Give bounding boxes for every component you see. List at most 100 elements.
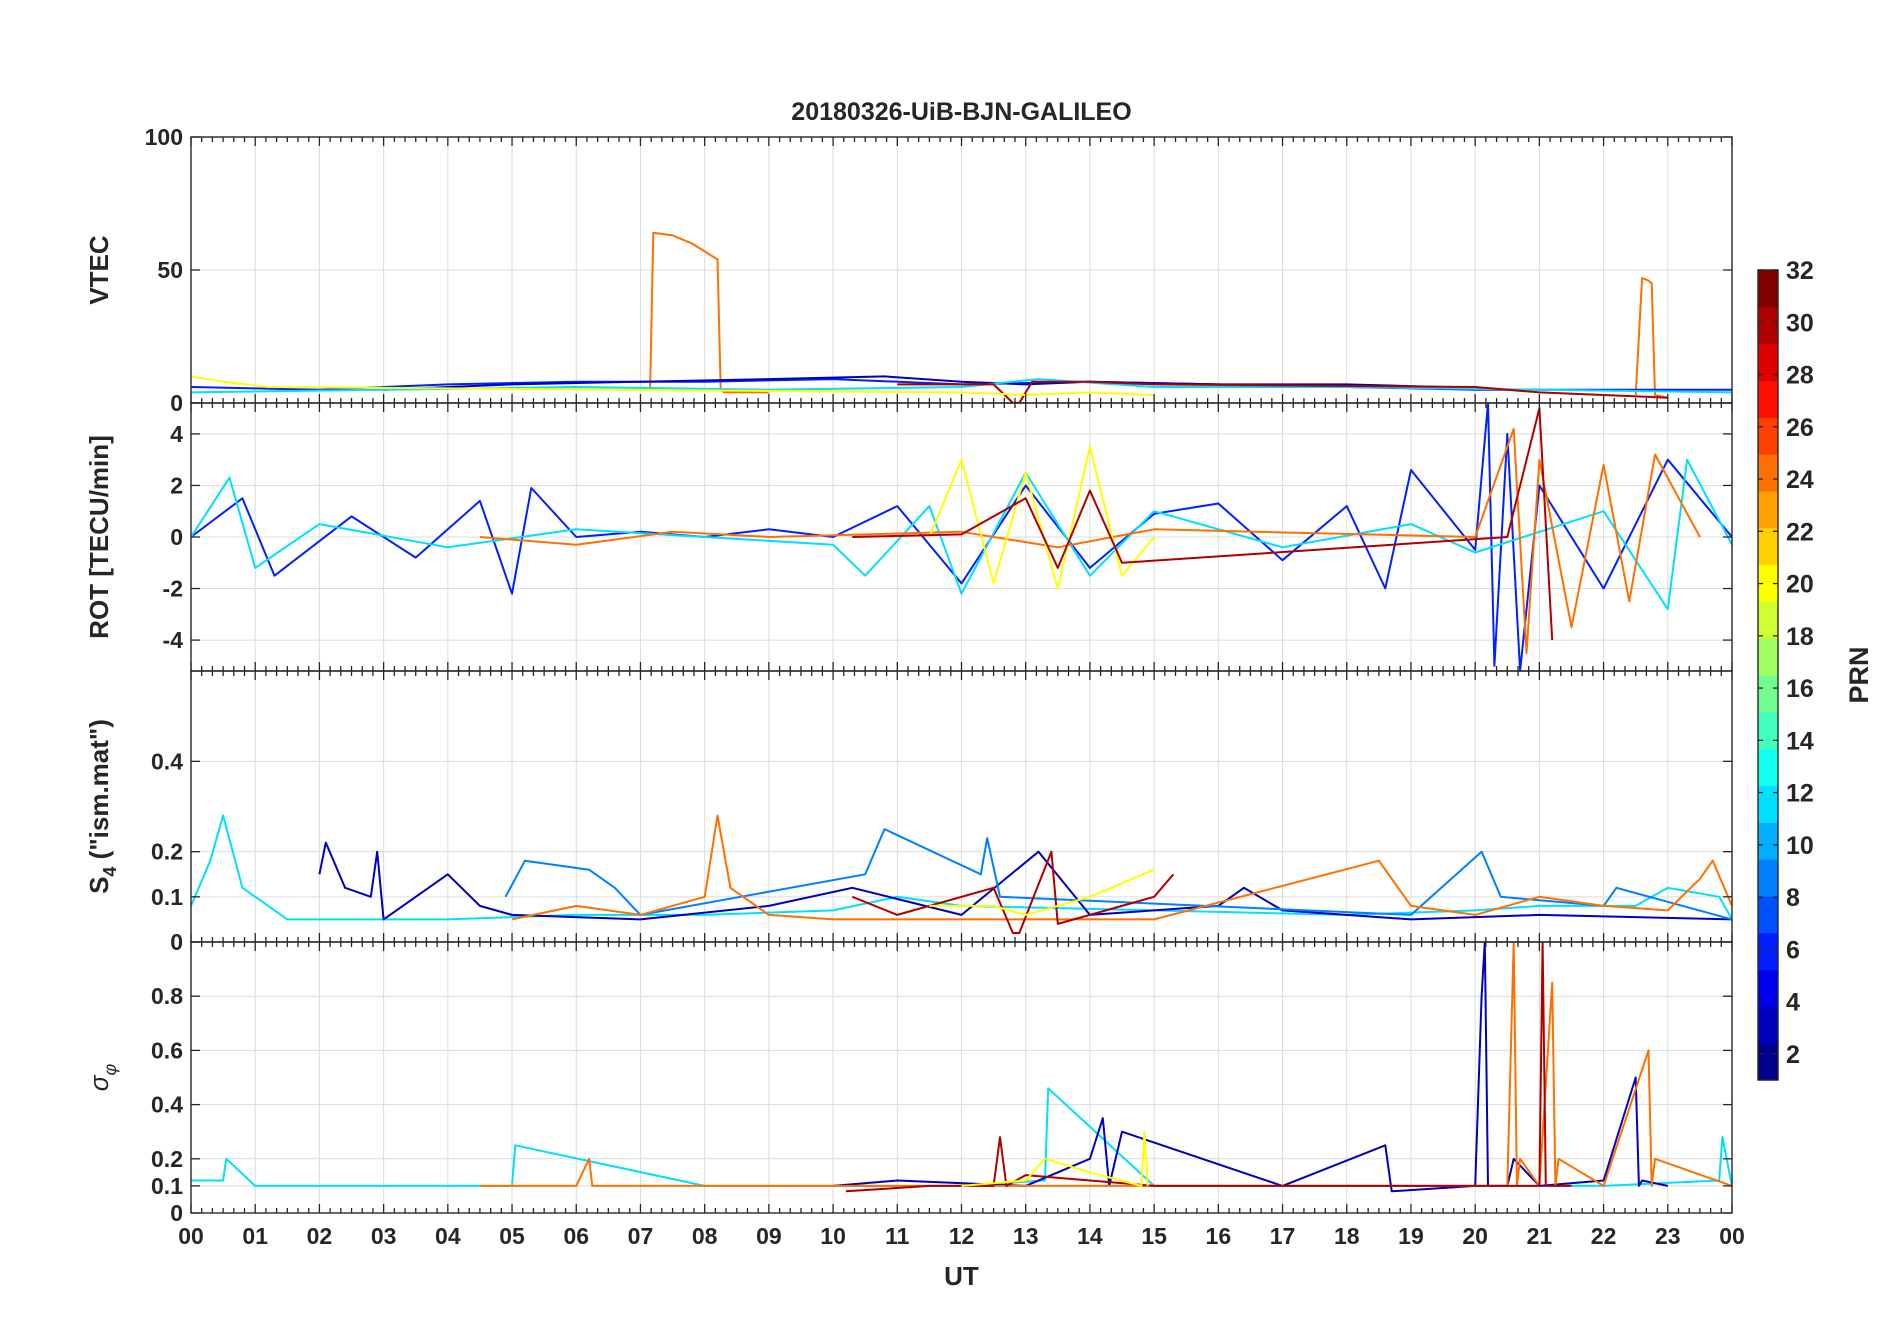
x-tick-label: 12	[949, 1223, 975, 1249]
sigma-series-prn30-3	[845, 942, 1572, 1193]
x-tick-label: 19	[1398, 1223, 1424, 1249]
colorbar-segment	[1758, 859, 1778, 897]
x-tick-label: 08	[692, 1223, 718, 1249]
x-tick-label: 18	[1334, 1223, 1360, 1249]
x-tick-label: 21	[1527, 1223, 1553, 1249]
rot-series-prn20-3	[928, 445, 1155, 590]
colorbar-tick-label: 30	[1786, 309, 1814, 337]
sigma-y-tick-label: 0.2	[151, 1146, 183, 1172]
vtec-y-tick-label: 100	[145, 124, 183, 150]
colorbar-tick-label: 16	[1786, 675, 1814, 703]
colorbar-segment	[1758, 969, 1778, 1007]
colorbar-segment	[1758, 822, 1778, 860]
vtec-y-tick-label: 0	[170, 390, 183, 416]
sigma-y-tick-label: 0.4	[151, 1092, 183, 1118]
colorbar-segment	[1758, 1006, 1778, 1044]
x-tick-label: 00	[1719, 1223, 1745, 1249]
x-tick-label: 11	[885, 1223, 910, 1249]
panel-vtec: 0 50 100 VTEC	[84, 124, 1733, 416]
x-tick-label: 06	[563, 1223, 589, 1249]
colorbar-segment	[1758, 490, 1778, 529]
s4-series-prn2-1	[318, 841, 1732, 921]
colorbar-segment	[1758, 270, 1778, 308]
vtec-series-prn20-6	[191, 375, 1155, 396]
panel-s4: 0 0.1 0.2 0.4 S4 ("ism.mat")	[84, 670, 1733, 955]
sigma-y-tick-label: 0.8	[151, 983, 183, 1009]
colorbar-segment	[1758, 306, 1778, 345]
colorbar-tick-label: 32	[1786, 257, 1814, 285]
vtec-series-prn24-1	[1634, 277, 1669, 399]
x-tick-label: 07	[628, 1223, 654, 1249]
colorbar-segment	[1758, 454, 1778, 492]
x-axis-label: UT	[944, 1261, 979, 1291]
x-tick-label: 23	[1655, 1223, 1681, 1249]
colorbar-tick-label: 20	[1786, 571, 1814, 599]
rot-y-tick-label: 2	[170, 472, 183, 498]
colorbar-segment	[1758, 748, 1778, 787]
colorbar-tick-label: 2	[1786, 1041, 1800, 1069]
colorbar-tick-label: 24	[1786, 466, 1814, 494]
x-tick-label: 00	[178, 1223, 204, 1249]
colorbar-frame	[1757, 269, 1779, 1081]
rot-y-axis-label: ROT [TECU/min]	[84, 435, 114, 639]
colorbar-segment	[1758, 527, 1778, 566]
x-tick-label: 03	[371, 1223, 397, 1249]
sigma-series-group	[191, 942, 1732, 1193]
x-tick-label: 13	[1013, 1223, 1039, 1249]
colorbar-tick-label: 26	[1786, 414, 1814, 442]
colorbar-tick-label: 22	[1786, 518, 1814, 546]
x-tick-label: 02	[307, 1223, 333, 1249]
colorbar-label: PRN	[1844, 646, 1874, 703]
x-tick-label: 01	[242, 1223, 268, 1249]
colorbar-tick-label: 4	[1786, 989, 1800, 1017]
colorbar-segment	[1758, 417, 1778, 455]
colorbar-tick-label: 6	[1786, 936, 1800, 964]
vtec-series-group	[191, 231, 1732, 403]
panel-sigma: 00.10.2 0.4 0.6 0.8 σφ	[84, 941, 1733, 1226]
colorbar-segment	[1758, 785, 1778, 823]
sigma-series-prn2-1	[833, 942, 1669, 1193]
x-tick-label: 09	[756, 1223, 782, 1249]
sigma-y-tick-label: 0.6	[151, 1037, 183, 1063]
rot-y-tick-label: -4	[163, 627, 184, 653]
x-tick-label: 16	[1206, 1223, 1232, 1249]
s4-y-tick-label: 0	[170, 929, 183, 955]
x-tick-label: 20	[1462, 1223, 1488, 1249]
rot-series-prn12-1	[191, 458, 1732, 611]
x-tick-label: 22	[1591, 1223, 1617, 1249]
colorbar-segment	[1758, 343, 1778, 382]
sigma-series-prn20-4	[961, 1130, 1149, 1187]
x-tick-label: 14	[1077, 1223, 1103, 1249]
colorbar-tick-label: 8	[1786, 884, 1800, 912]
rot-series-prn30-4	[852, 407, 1554, 641]
s4-y-tick-label: 0.2	[151, 839, 183, 865]
s4-y-tick-label: 0.1	[151, 884, 183, 910]
x-tick-label: 04	[435, 1223, 461, 1249]
colorbar-segment	[1758, 675, 1778, 713]
colorbar-segment	[1758, 711, 1778, 750]
s4-y-tick-label: 0.4	[151, 748, 183, 774]
s4-series-prn20-5	[929, 868, 1155, 916]
x-tick-label: 17	[1270, 1223, 1296, 1249]
s4-series-prn12-0	[191, 814, 1732, 921]
colorbar-segment	[1758, 895, 1778, 934]
rot-y-tick-label: 4	[170, 421, 183, 447]
s4-y-axis-label: S4 ("ism.mat")	[84, 719, 120, 894]
colorbar-segment	[1758, 564, 1778, 602]
colorbar-segment	[1758, 601, 1778, 639]
s4-series-prn8-2	[504, 828, 1732, 921]
rot-series-prn6-0	[191, 403, 1732, 671]
sigma-y-tick-label: 0	[170, 1200, 183, 1226]
colorbar-tick-label: 18	[1786, 623, 1814, 651]
panel-rot: -4 -2 0 2 4 ROT [TECU/min]	[84, 402, 1733, 672]
sigma-y-tick-label: 0.1	[151, 1173, 183, 1199]
colorbar-segment	[1758, 932, 1778, 971]
colorbar-tick-label: 12	[1786, 780, 1814, 808]
x-tick-label: 10	[820, 1223, 846, 1249]
s4-series-group	[191, 814, 1732, 934]
colorbar-segment	[1758, 380, 1778, 418]
vtec-y-axis-label: VTEC	[84, 235, 114, 305]
rot-y-tick-label: -2	[163, 576, 183, 602]
